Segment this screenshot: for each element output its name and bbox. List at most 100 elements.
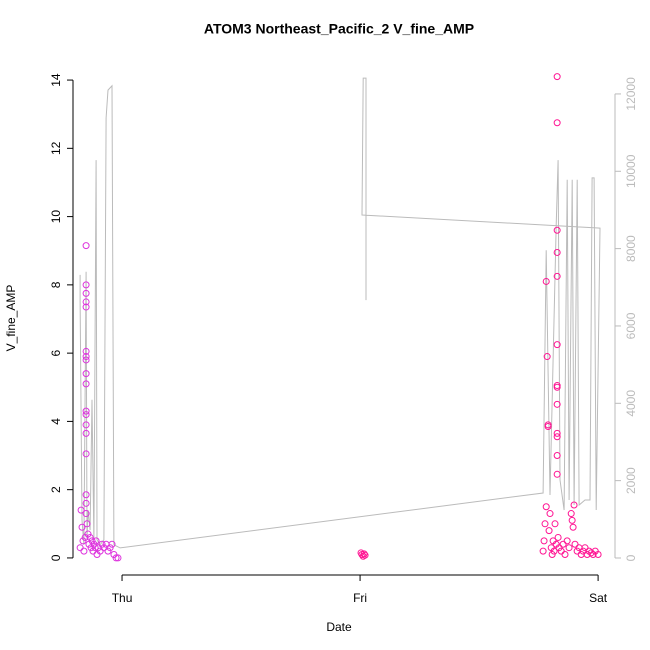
point: [553, 470, 561, 478]
point: [104, 547, 112, 555]
y-tick-label: 14: [49, 73, 63, 87]
y2-tick-label: 8000: [624, 235, 638, 262]
point: [546, 510, 554, 518]
point: [545, 527, 553, 535]
point: [542, 503, 550, 511]
point: [79, 537, 87, 545]
point: [82, 499, 90, 507]
point: [551, 520, 559, 528]
y2-tick-label: 4000: [624, 390, 638, 417]
point: [565, 544, 573, 552]
point: [543, 353, 551, 361]
point: [98, 540, 106, 548]
point: [553, 452, 561, 460]
point: [89, 547, 97, 555]
point: [76, 544, 84, 552]
point: [361, 551, 369, 559]
point: [82, 242, 90, 250]
point: [541, 520, 549, 528]
point: [568, 516, 576, 524]
point: [539, 547, 547, 555]
point: [82, 298, 90, 306]
point: [82, 450, 90, 458]
point: [581, 544, 589, 552]
point: [82, 303, 90, 311]
point: [542, 277, 550, 285]
point: [83, 520, 91, 528]
x-axis-label: Date: [326, 620, 352, 634]
point: [82, 347, 90, 355]
point: [553, 341, 561, 349]
chart-title: ATOM3 Northeast_Pacific_2 V_fine_AMP: [204, 21, 474, 37]
y-tick-label: 10: [49, 210, 63, 224]
x-tick-label: Thu: [112, 591, 133, 605]
point: [112, 554, 120, 562]
y-axis-label: V_fine_AMP: [4, 285, 18, 352]
point: [82, 281, 90, 289]
y-tick-label: 12: [49, 141, 63, 155]
x-tick-label: Sat: [589, 591, 608, 605]
point: [553, 400, 561, 408]
point: [92, 537, 100, 545]
point: [553, 433, 561, 441]
point: [90, 540, 98, 548]
point: [110, 551, 118, 559]
point: [82, 289, 90, 297]
line-series: [79, 77, 601, 549]
point: [553, 383, 561, 391]
point: [553, 226, 561, 234]
point: [553, 119, 561, 127]
point: [82, 429, 90, 437]
point: [563, 537, 571, 545]
point: [555, 544, 563, 552]
y-tick-label: 4: [49, 418, 63, 425]
point: [80, 547, 88, 555]
point: [86, 533, 94, 541]
point: [550, 547, 558, 555]
point: [96, 547, 104, 555]
point: [571, 540, 579, 548]
point: [82, 380, 90, 388]
point: [82, 491, 90, 499]
point: [567, 510, 575, 518]
point: [91, 544, 99, 552]
y-tick-label: 0: [49, 554, 63, 561]
point: [82, 411, 90, 419]
point: [82, 510, 90, 518]
point: [106, 544, 114, 552]
point: [82, 353, 90, 361]
point: [360, 550, 368, 558]
point: [82, 421, 90, 429]
point: [553, 248, 561, 256]
point: [554, 533, 562, 541]
point: [77, 506, 85, 514]
point: [82, 407, 90, 415]
point: [557, 547, 565, 555]
point: [594, 551, 602, 559]
point: [589, 551, 597, 559]
point: [553, 73, 561, 81]
point: [114, 554, 122, 562]
point: [108, 540, 116, 548]
x-tick-label: Fri: [353, 591, 367, 605]
y2-tick-label: 12000: [624, 77, 638, 111]
point: [82, 356, 90, 364]
point: [88, 537, 96, 545]
y2-tick-label: 10000: [624, 154, 638, 188]
y-tick-label: 8: [49, 281, 63, 288]
y-tick-label: 6: [49, 349, 63, 356]
point: [78, 523, 86, 531]
point: [544, 423, 552, 431]
point: [561, 551, 569, 559]
point: [559, 540, 567, 548]
y2-tick-label: 0: [624, 554, 638, 561]
point: [540, 537, 548, 545]
y-tick-label: 2: [49, 486, 63, 493]
point: [82, 370, 90, 378]
point: [84, 530, 92, 538]
point: [570, 501, 578, 509]
point: [569, 523, 577, 531]
y2-tick-label: 2000: [624, 467, 638, 494]
y2-tick-label: 6000: [624, 312, 638, 339]
